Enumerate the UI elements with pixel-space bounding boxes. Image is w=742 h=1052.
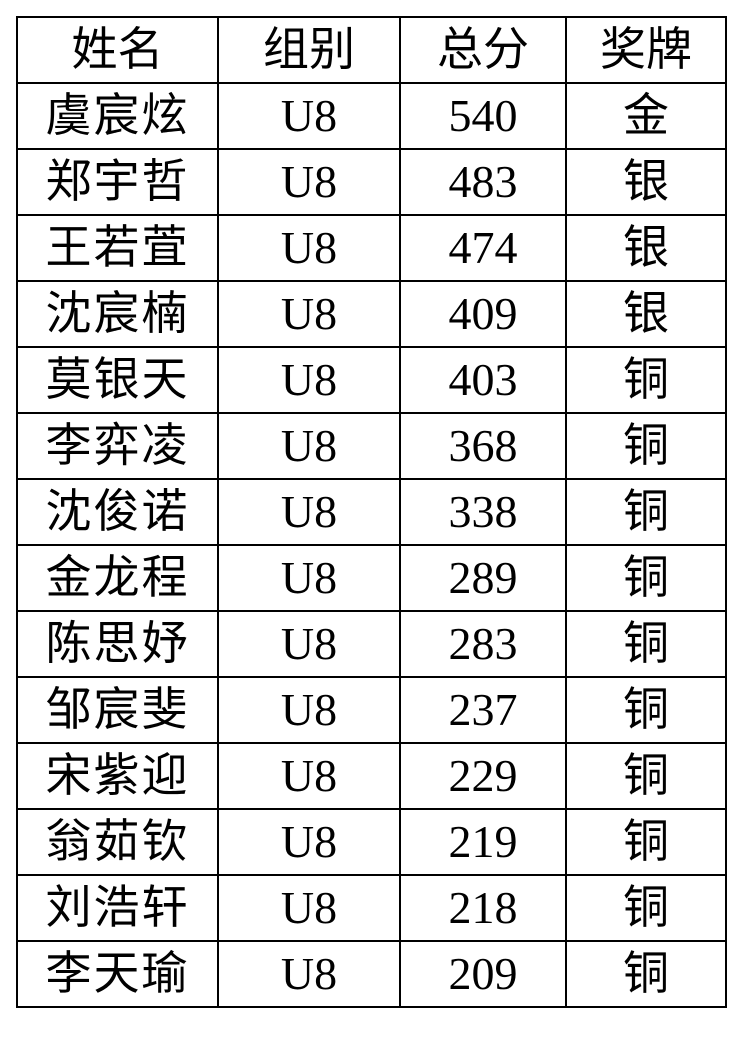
score-cell: 474 [399,214,567,282]
header-name: 姓名 [16,16,219,84]
name-cell: 邹宸斐 [16,676,219,744]
table-row: 虞宸炫 U8 540 金 [16,82,727,150]
medal-cell: 铜 [565,478,727,546]
score-cell: 218 [399,874,567,942]
table-row: 沈宸楠 U8 409 银 [16,280,727,348]
score-cell: 409 [399,280,567,348]
medal-cell: 铜 [565,610,727,678]
medal-cell: 铜 [565,346,727,414]
score-cell: 289 [399,544,567,612]
score-cell: 540 [399,82,567,150]
medal-cell: 铜 [565,544,727,612]
score-cell: 403 [399,346,567,414]
medal-cell: 铜 [565,742,727,810]
results-table: 姓名 组别 总分 奖牌 虞宸炫 U8 540 金郑宇哲 U8 483 银王若萓 U8 474 银沈… [16,16,727,1008]
score-cell: 338 [399,478,567,546]
group-cell: U8 [217,280,401,348]
group-cell: U8 [217,610,401,678]
group-cell: U8 [217,676,401,744]
table-row: 翁茹钦 U8 219 铜 [16,808,727,876]
group-cell: U8 [217,214,401,282]
table-row: 莫银天 U8 403 铜 [16,346,727,414]
table-row: 李弈凌 U8 368 铜 [16,412,727,480]
table-row: 沈俊诺 U8 338 铜 [16,478,727,546]
medal-cell: 银 [565,280,727,348]
group-cell: U8 [217,412,401,480]
medal-cell: 银 [565,214,727,282]
name-cell: 郑宇哲 [16,148,219,216]
score-cell: 209 [399,940,567,1008]
header-score: 总分 [399,16,567,84]
score-cell: 368 [399,412,567,480]
name-cell: 虞宸炫 [16,82,219,150]
header-row: 姓名 组别 总分 奖牌 [16,16,727,84]
table-row: 陈思妤 U8 283 铜 [16,610,727,678]
table-row: 邹宸斐 U8 237 铜 [16,676,727,744]
name-cell: 王若萓 [16,214,219,282]
medal-cell: 铜 [565,874,727,942]
medal-cell: 铜 [565,676,727,744]
group-cell: U8 [217,82,401,150]
medal-cell: 铜 [565,940,727,1008]
table-row: 李天瑜 U8 209 铜 [16,940,727,1008]
score-cell: 229 [399,742,567,810]
group-cell: U8 [217,544,401,612]
medal-cell: 金 [565,82,727,150]
name-cell: 刘浩轩 [16,874,219,942]
medal-cell: 铜 [565,412,727,480]
header-group: 组别 [217,16,401,84]
name-cell: 李弈凌 [16,412,219,480]
table-row: 金龙程 U8 289 铜 [16,544,727,612]
name-cell: 沈俊诺 [16,478,219,546]
table-row: 郑宇哲 U8 483 银 [16,148,727,216]
score-cell: 283 [399,610,567,678]
table-row: 刘浩轩 U8 218 铜 [16,874,727,942]
group-cell: U8 [217,346,401,414]
header-medal: 奖牌 [565,16,727,84]
group-cell: U8 [217,148,401,216]
group-cell: U8 [217,874,401,942]
group-cell: U8 [217,478,401,546]
score-cell: 219 [399,808,567,876]
group-cell: U8 [217,940,401,1008]
medal-cell: 银 [565,148,727,216]
name-cell: 李天瑜 [16,940,219,1008]
name-cell: 金龙程 [16,544,219,612]
group-cell: U8 [217,742,401,810]
score-cell: 483 [399,148,567,216]
table-row: 宋紫迎 U8 229 铜 [16,742,727,810]
table-row: 王若萓 U8 474 银 [16,214,727,282]
name-cell: 沈宸楠 [16,280,219,348]
name-cell: 陈思妤 [16,610,219,678]
name-cell: 宋紫迎 [16,742,219,810]
name-cell: 莫银天 [16,346,219,414]
name-cell: 翁茹钦 [16,808,219,876]
group-cell: U8 [217,808,401,876]
score-cell: 237 [399,676,567,744]
medal-cell: 铜 [565,808,727,876]
